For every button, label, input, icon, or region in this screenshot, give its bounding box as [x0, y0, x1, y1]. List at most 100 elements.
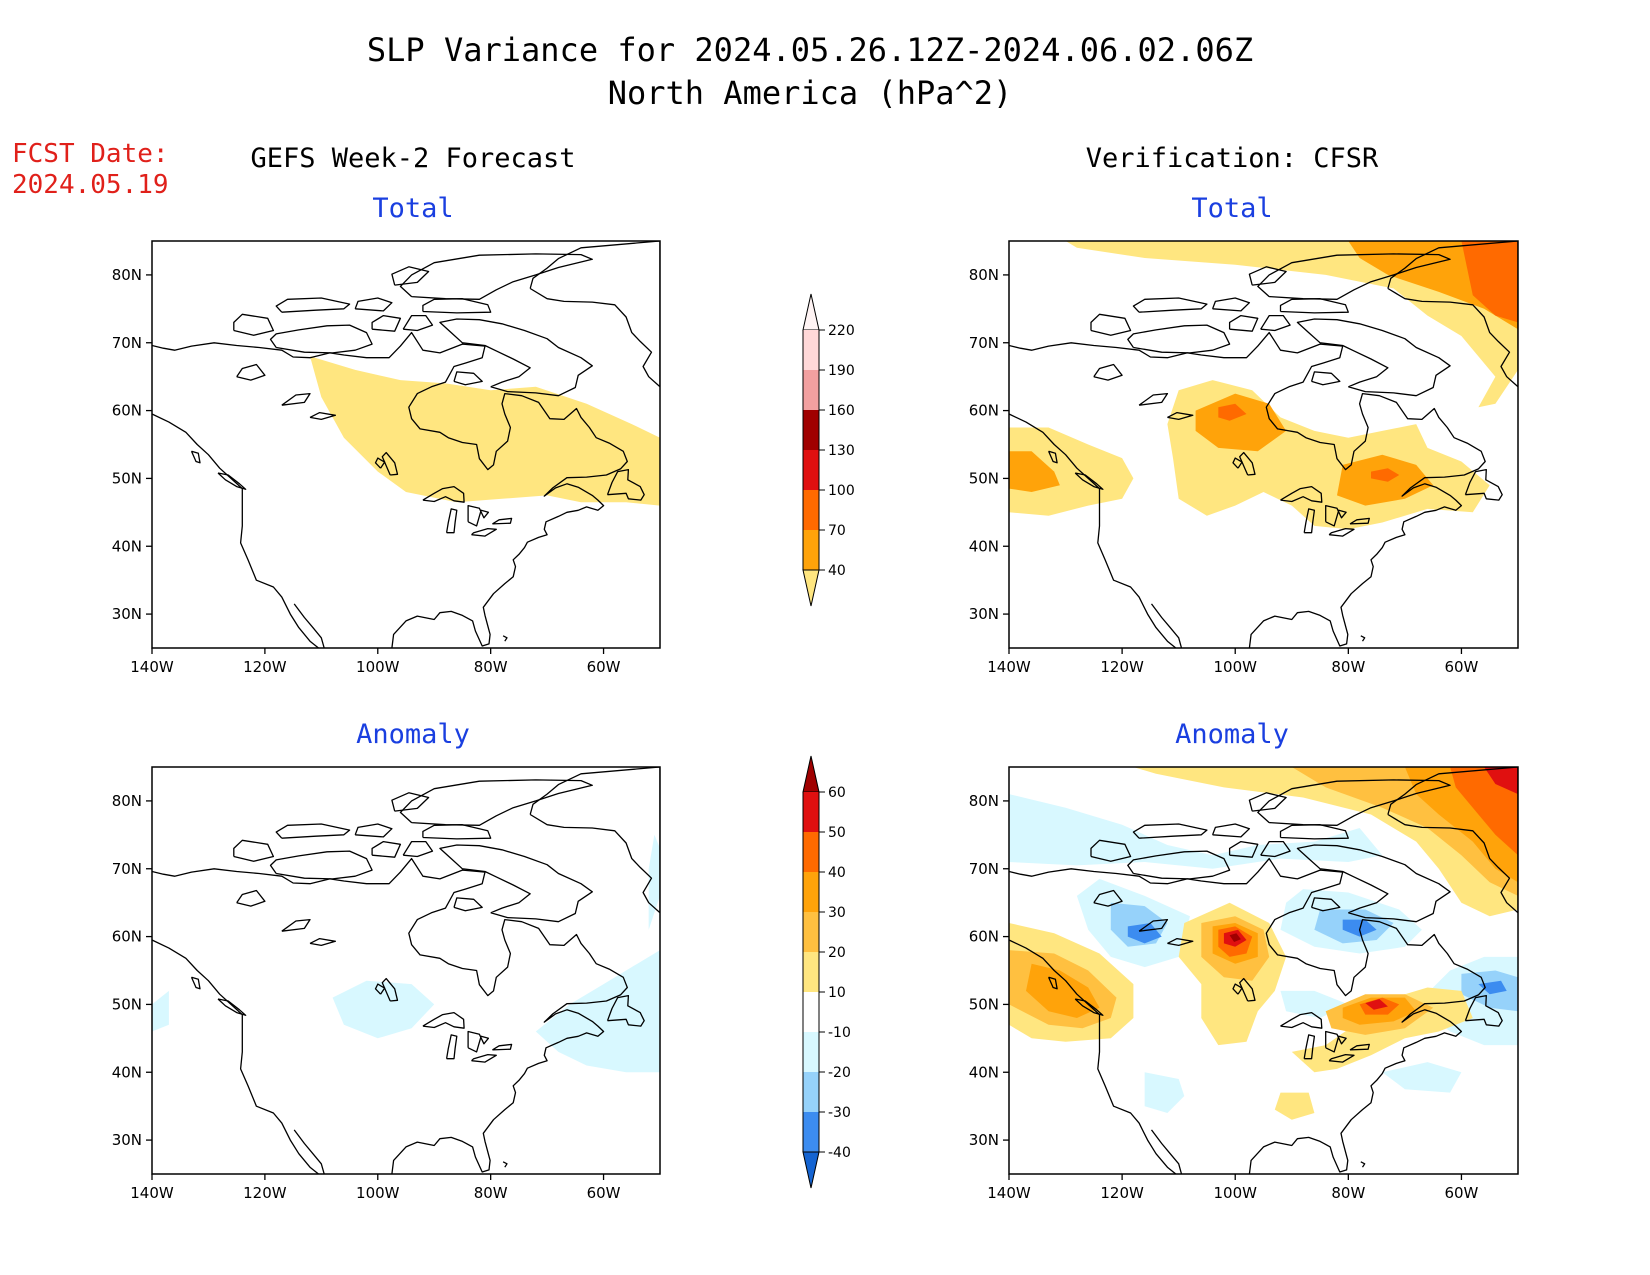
lat-tick-label: 70N: [112, 860, 142, 878]
coastline: [152, 767, 660, 1174]
lon-tick-label: 120W: [243, 658, 287, 676]
left-column-title: GEFS Week-2 Forecast: [250, 143, 575, 174]
right-column-title: Verification: CFSR: [1086, 143, 1379, 174]
colorbar-total-label: 100: [828, 483, 855, 499]
lon-tick-label: 140W: [130, 658, 174, 676]
fcst-date-value: 2024.05.19: [12, 170, 169, 200]
contour-fill-100-7: [1218, 403, 1247, 421]
lon-tick-label: 80W: [1331, 658, 1365, 676]
lon-tick-label: 60W: [1444, 658, 1478, 676]
coastline: [1009, 767, 1518, 1174]
colorbar-anomaly-label: 50: [828, 825, 846, 841]
colorbar-anomaly-label: -10: [828, 1025, 851, 1041]
cfsr-total-title: Total: [1191, 193, 1272, 224]
colorbar-swatch: [803, 1072, 819, 1112]
lat-tick-label: 40N: [112, 1063, 142, 1081]
lon-tick-label: 140W: [987, 658, 1031, 676]
lon-tick-label: 100W: [1213, 658, 1257, 676]
colorbar-anomaly-label: -30: [828, 1105, 851, 1121]
colorbar-total-label: 190: [828, 363, 855, 379]
lat-tick-label: 50N: [112, 469, 142, 487]
contour-fill-neg30-12: [1478, 980, 1507, 995]
lat-tick-label: 50N: [969, 469, 999, 487]
colorbar-total-label: 70: [828, 523, 846, 539]
colorbar-arrow-top: [802, 293, 820, 331]
contour-fill-neg10-1: [535, 950, 660, 1073]
lon-tick-label: 60W: [587, 658, 621, 676]
colorbar-anomaly: 60 50 40 30 20 10 -10 -20 -30 -40: [802, 755, 851, 1189]
colorbar-swatch: [803, 490, 819, 530]
lat-tick-label: 50N: [112, 995, 142, 1013]
lon-tick-label: 80W: [474, 658, 508, 676]
colorbar-swatch: [803, 450, 819, 490]
colorbar-anomaly-label: 30: [828, 905, 846, 921]
lon-tick-label: 80W: [474, 1184, 508, 1202]
lat-tick-label: 70N: [969, 860, 999, 878]
main-title: SLP Variance for 2024.05.26.12Z-2024.06.…: [367, 31, 1253, 69]
contour-fill-50-31: [1484, 767, 1518, 795]
colorbar-anomaly-label: -20: [828, 1065, 851, 1081]
lat-tick-label: 80N: [969, 792, 999, 810]
lon-tick-label: 140W: [130, 1184, 174, 1202]
colorbar-swatch: [803, 832, 819, 872]
contour-fill-50-30: [1365, 999, 1388, 1010]
contour-fill-70-4: [1195, 393, 1287, 452]
colorbar-swatch: [803, 370, 819, 410]
colorbar-swatch: [803, 872, 819, 912]
lat-tick-label: 80N: [112, 792, 142, 810]
contour-fill-100-9: [1461, 241, 1518, 323]
lat-tick-label: 30N: [969, 1131, 999, 1149]
colorbar-swatch: [803, 1112, 819, 1152]
colorbar-total-label: 160: [828, 403, 855, 419]
lon-tick-label: 60W: [1444, 1184, 1478, 1202]
lon-tick-label: 140W: [987, 1184, 1031, 1202]
contour-fill-neg10-5: [1382, 1062, 1462, 1093]
colorbar-anomaly-label: 40: [828, 865, 846, 881]
lat-tick-label: 40N: [112, 537, 142, 555]
lat-tick-label: 40N: [969, 1063, 999, 1081]
coastline: [1009, 241, 1518, 648]
colorbar-swatch: [803, 952, 819, 992]
colorbar-arrow-bottom: [802, 1151, 820, 1189]
contour-fill-40-0: [1009, 427, 1134, 516]
colorbar-total-label: 220: [828, 323, 855, 339]
contour-fill-neg30-10: [1127, 923, 1162, 944]
map-panel-gefs-anomaly: 80N 70N 60N 50N 40N 30N 140W 120W 100W 80W 60W: [112, 766, 661, 1202]
lat-tick-label: 60N: [969, 928, 999, 946]
lat-tick-label: 30N: [969, 605, 999, 623]
lat-tick-label: 60N: [112, 928, 142, 946]
lat-tick-label: 80N: [969, 266, 999, 284]
lat-tick-label: 70N: [969, 334, 999, 352]
colorbar-total: 40 70 100 130 160 190 220: [802, 293, 855, 607]
contour-fill-40-0: [310, 356, 660, 506]
lat-tick-label: 70N: [112, 334, 142, 352]
contour-fill-neg10-3: [152, 990, 169, 1032]
gefs-anomaly-title: Anomaly: [356, 719, 470, 750]
contour-fill-neg10-4: [1144, 1072, 1185, 1113]
lat-tick-label: 40N: [969, 537, 999, 555]
colorbar-swatch: [803, 330, 819, 370]
colorbar-swatch: [803, 792, 819, 832]
map-frame: [1008, 240, 1519, 649]
map-frame: [151, 240, 661, 649]
colorbar-anomaly-label: 10: [828, 985, 846, 1001]
map-frame: [1008, 766, 1519, 1175]
map-panel-cfsr-anomaly: 80N 70N 60N 50N 40N 30N 140W 120W 100W 80W 60W: [969, 766, 1519, 1202]
lon-tick-label: 100W: [356, 1184, 400, 1202]
lat-tick-label: 80N: [112, 266, 142, 284]
colorbar-swatch: [803, 410, 819, 450]
colorbar-swatch: [803, 912, 819, 952]
lon-tick-label: 120W: [1100, 1184, 1144, 1202]
lat-tick-label: 30N: [112, 1131, 142, 1149]
cfsr-anomaly-title: Anomaly: [1175, 719, 1289, 750]
lon-tick-label: 60W: [587, 1184, 621, 1202]
lon-tick-label: 100W: [1213, 1184, 1257, 1202]
colorbar-anomaly-label: -40: [828, 1145, 851, 1161]
colorbar-total-label: 130: [828, 443, 855, 459]
contour-fill-10-16: [1274, 1092, 1315, 1120]
contour-fill-60-32: [1229, 933, 1241, 942]
lat-tick-label: 50N: [969, 995, 999, 1013]
contour-fill-40-2: [1065, 241, 1518, 408]
lat-tick-label: 30N: [112, 605, 142, 623]
